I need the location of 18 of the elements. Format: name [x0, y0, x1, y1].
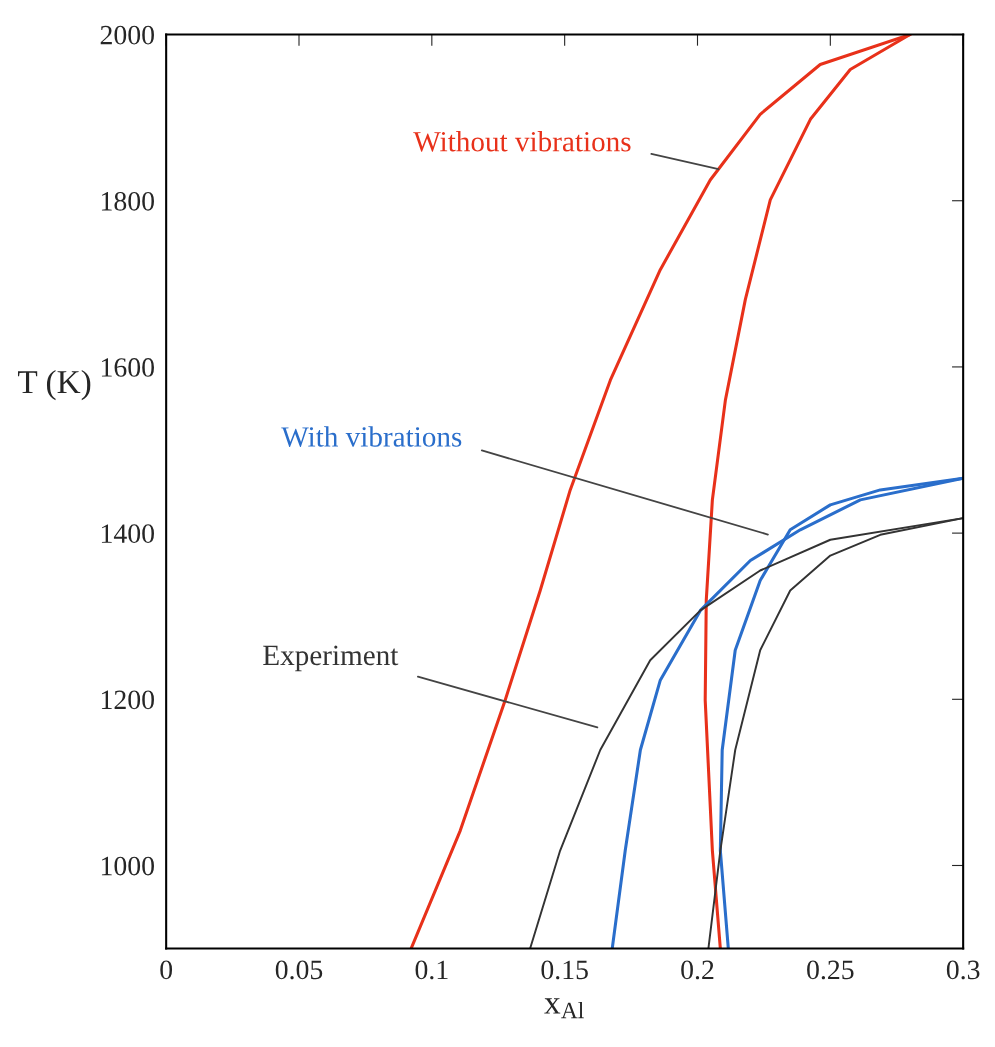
y-tick-label: 2000: [100, 25, 154, 45]
y-tick-label: 1400: [101, 524, 154, 544]
y-tick-label: 1600: [101, 358, 154, 377]
x-tick-label: 0.1: [415, 960, 448, 980]
x-axis-title: x$_{Al}$: [544, 998, 584, 1019]
y-tick-label: 1000: [101, 856, 154, 876]
y-tick-label: 1200: [101, 690, 154, 710]
annotation: Without vibrations: [413, 131, 631, 152]
annotation: Experiment: [263, 645, 399, 672]
x-tick-label: 0.3: [946, 960, 980, 980]
x-tick-label: 0.15: [541, 960, 588, 980]
y-tick-label: 1800: [101, 191, 154, 211]
x-tick-label: 0.2: [681, 960, 714, 980]
x-tick-label: 0: [160, 960, 173, 980]
x-tick-label: 0.25: [807, 960, 854, 980]
x-tick-label: 0.05: [275, 960, 323, 980]
annotation: With vibrations: [281, 426, 462, 447]
y-axis-title: T (K): [18, 369, 91, 401]
